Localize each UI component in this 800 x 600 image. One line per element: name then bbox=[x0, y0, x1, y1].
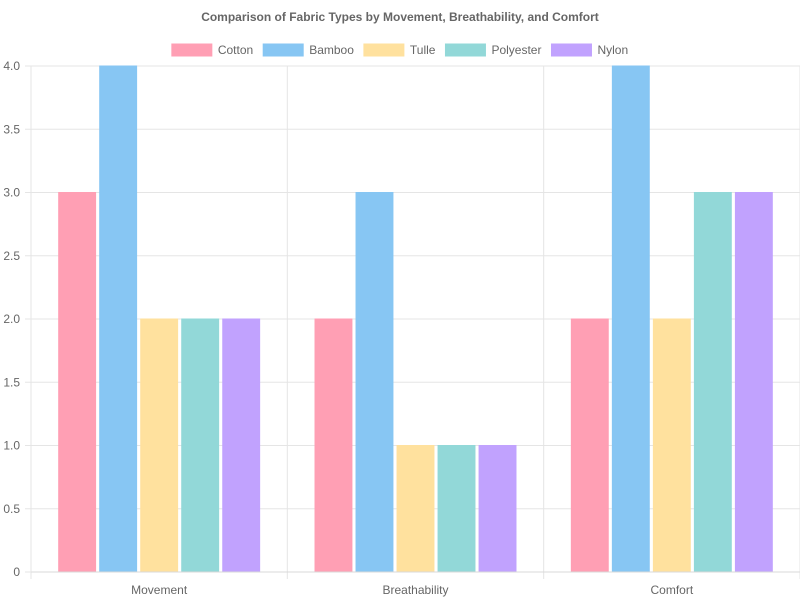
y-tick-label: 4.0 bbox=[3, 59, 20, 73]
x-tick-label: Breathability bbox=[382, 583, 448, 597]
x-tick-label: Movement bbox=[131, 583, 188, 597]
bar-bamboo-comfort[interactable] bbox=[611, 65, 650, 573]
legend-label: Polyester bbox=[491, 43, 541, 57]
bars bbox=[58, 65, 773, 573]
bar-tulle-comfort[interactable] bbox=[652, 318, 691, 573]
axes: 0 0.5 1.0 1.5 2.0 2.5 3.0 3.5 4.0 Movement Breatha… bbox=[3, 59, 800, 597]
legend-swatch bbox=[363, 43, 405, 57]
y-tick-label: 0.5 bbox=[3, 502, 20, 516]
legend-swatch bbox=[262, 43, 304, 57]
bar-bamboo-breathability[interactable] bbox=[355, 192, 394, 573]
bar-cotton-comfort[interactable] bbox=[570, 318, 609, 573]
chart-title: Comparison of Fabric Types by Movement, … bbox=[201, 10, 599, 24]
legend-label: Bamboo bbox=[309, 43, 354, 57]
y-tick-label: 2.5 bbox=[3, 249, 20, 263]
legend: Cotton Bamboo Tulle Polyester Nylon bbox=[171, 43, 628, 57]
legend-label: Nylon bbox=[597, 43, 628, 57]
bar-nylon-breathability[interactable] bbox=[478, 445, 517, 573]
legend-item-polyester[interactable]: Polyester bbox=[444, 43, 541, 57]
y-tick-label: 0 bbox=[13, 565, 20, 579]
y-tick-label: 1.5 bbox=[3, 375, 20, 389]
legend-swatch bbox=[550, 43, 592, 57]
legend-item-bamboo[interactable]: Bamboo bbox=[262, 43, 354, 57]
legend-item-nylon[interactable]: Nylon bbox=[550, 43, 628, 57]
legend-item-cotton[interactable]: Cotton bbox=[171, 43, 253, 57]
bar-polyester-movement[interactable] bbox=[181, 318, 220, 573]
y-tick-label: 3.5 bbox=[3, 122, 20, 136]
legend-swatch bbox=[171, 43, 213, 57]
bar-cotton-breathability[interactable] bbox=[314, 318, 353, 573]
legend-label: Tulle bbox=[410, 43, 436, 57]
legend-swatch bbox=[444, 43, 486, 57]
bar-tulle-breathability[interactable] bbox=[396, 445, 435, 573]
bar-cotton-movement[interactable] bbox=[58, 192, 97, 573]
bar-polyester-comfort[interactable] bbox=[693, 192, 732, 573]
legend-label: Cotton bbox=[218, 43, 253, 57]
legend-item-tulle[interactable]: Tulle bbox=[363, 43, 436, 57]
bar-bamboo-movement[interactable] bbox=[99, 65, 138, 573]
bar-nylon-movement[interactable] bbox=[222, 318, 261, 573]
y-tick-label: 3.0 bbox=[3, 186, 20, 200]
bar-nylon-comfort[interactable] bbox=[734, 192, 773, 573]
y-tick-label: 2.0 bbox=[3, 312, 20, 326]
x-tick-label: Comfort bbox=[650, 583, 693, 597]
y-tick-label: 1.0 bbox=[3, 439, 20, 453]
bar-polyester-breathability[interactable] bbox=[437, 445, 476, 573]
bar-tulle-movement[interactable] bbox=[140, 318, 179, 573]
